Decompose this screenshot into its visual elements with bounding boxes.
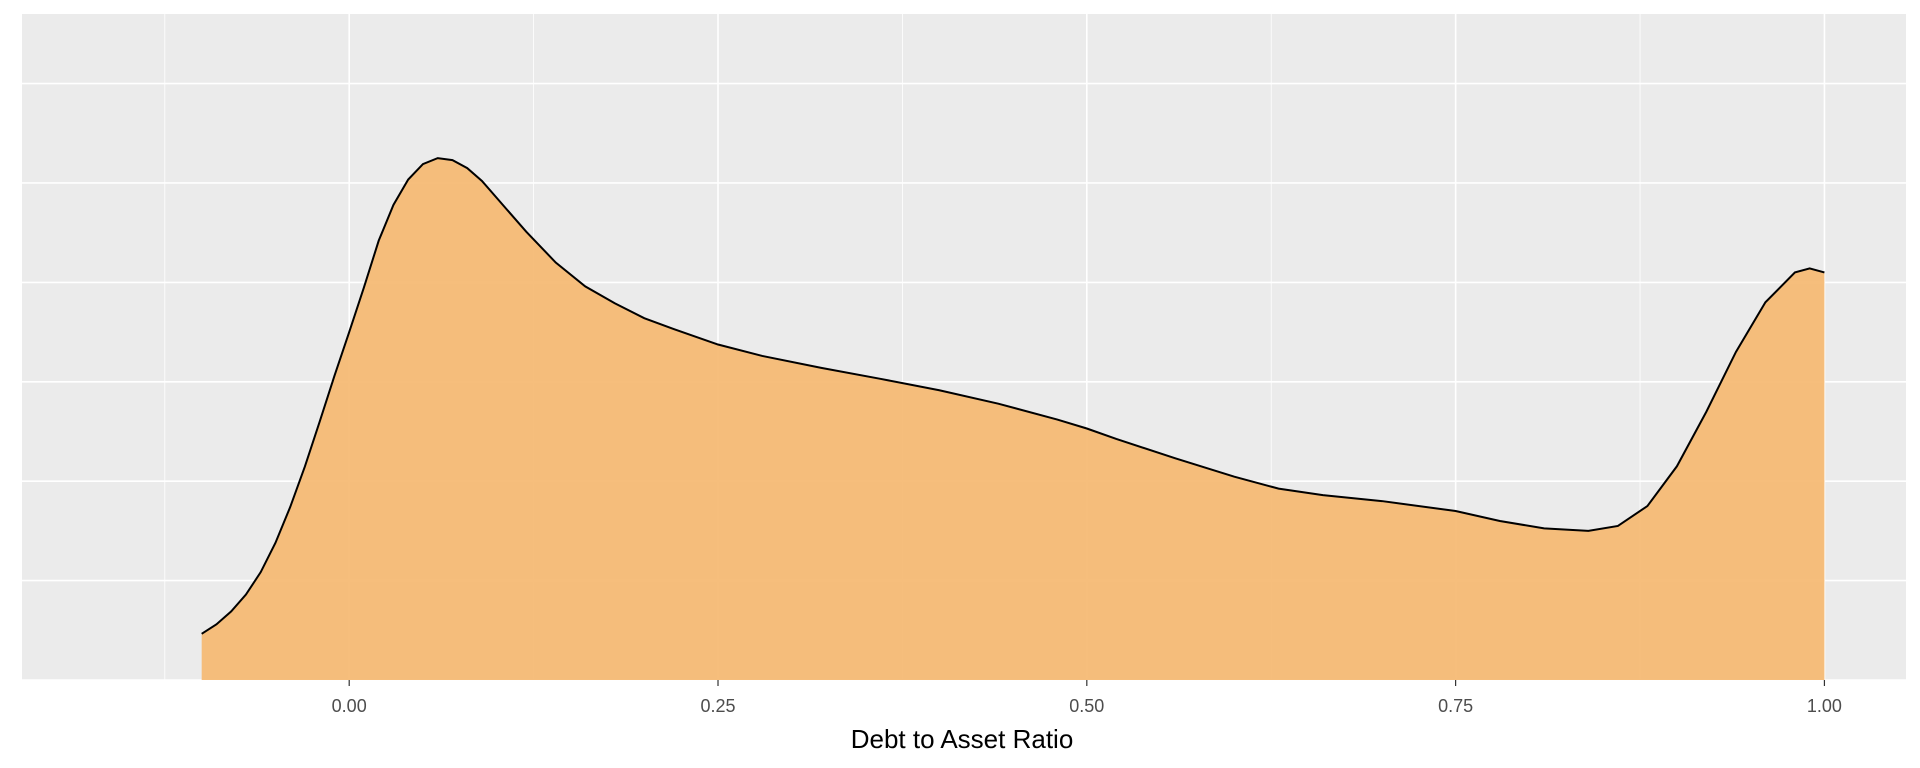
x-tick-label: 0.75 [1438,696,1473,716]
x-tick-label: 0.50 [1069,696,1104,716]
x-tick-label: 0.00 [332,696,367,716]
x-axis-tick-labels: 0.00 0.25 0.50 0.75 1.00 [332,696,1842,716]
density-line [201,157,1825,635]
x-axis-title: Debt to Asset Ratio [851,724,1074,754]
x-tick-label: 0.25 [700,696,735,716]
density-area [201,158,1825,680]
x-axis-ticks [348,680,1826,686]
x-tick-label: 1.00 [1807,696,1842,716]
